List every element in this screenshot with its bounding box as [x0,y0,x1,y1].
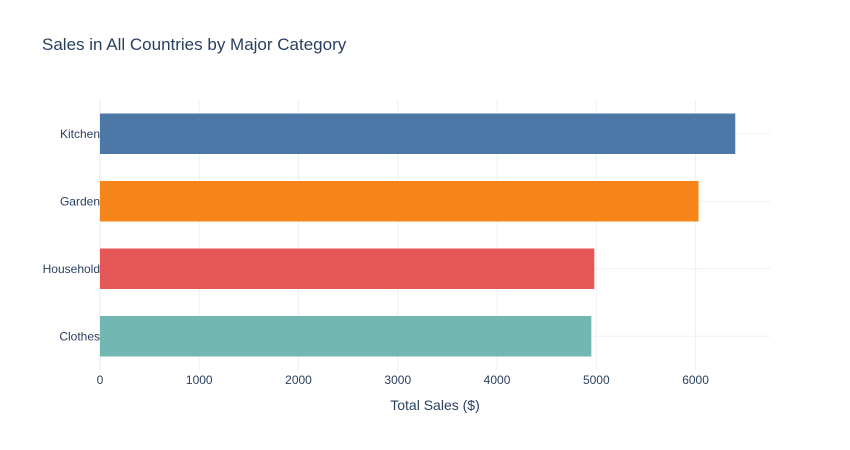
y-axis-tick-labels: Clothes Household Garden Kitchen [43,127,100,344]
bar-kitchen[interactable] [100,113,736,155]
bar-household[interactable] [100,248,595,290]
y-tick-label-household: Household [43,262,100,276]
x-tick-label: 3000 [384,373,411,387]
plot-area: Clothes Household Garden Kitchen 0 1000 2000 3… [43,100,770,387]
bars-layer [100,113,736,357]
x-tick-label: 1000 [186,373,213,387]
y-tick-label-clothes: Clothes [59,329,100,343]
x-tick-label: 5000 [583,373,610,387]
x-tick-label: 0 [97,373,104,387]
y-tick-label-kitchen: Kitchen [60,127,100,141]
x-axis-title: Total Sales ($) [390,397,479,413]
x-axis-tick-labels: 0 1000 2000 3000 4000 5000 6000 [97,373,710,387]
x-tick-label: 6000 [682,373,709,387]
x-tick-label: 4000 [484,373,511,387]
bar-clothes[interactable] [100,316,592,357]
y-tick-label-garden: Garden [60,194,100,208]
bar-garden[interactable] [100,181,699,222]
chart-title: Sales in All Countries by Major Category [42,35,347,54]
x-tick-label: 2000 [285,373,312,387]
